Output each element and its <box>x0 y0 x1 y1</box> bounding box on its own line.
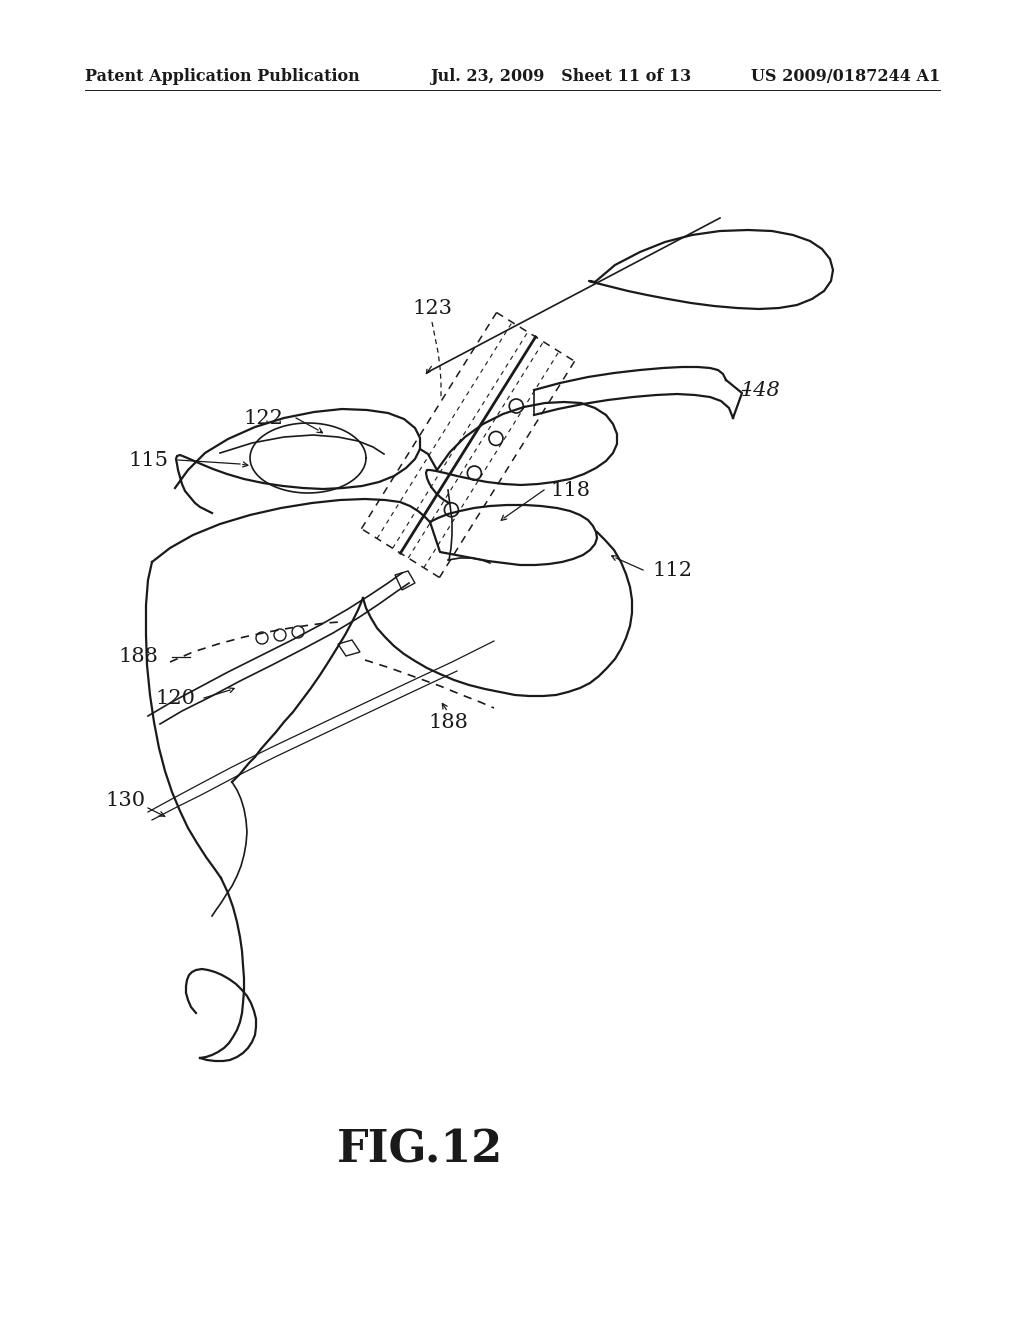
Text: 122: 122 <box>243 408 283 428</box>
Text: 130: 130 <box>105 791 146 809</box>
Text: 148: 148 <box>740 380 780 400</box>
Circle shape <box>274 630 286 642</box>
Circle shape <box>467 466 481 480</box>
Text: 115: 115 <box>128 450 168 470</box>
Text: FIG.12: FIG.12 <box>337 1129 503 1172</box>
Circle shape <box>509 399 523 413</box>
Circle shape <box>256 632 268 644</box>
Circle shape <box>489 432 503 445</box>
Text: Patent Application Publication: Patent Application Publication <box>85 69 359 84</box>
Text: 188: 188 <box>428 713 468 731</box>
Text: 188: 188 <box>118 648 158 667</box>
Text: 118: 118 <box>550 480 590 499</box>
Circle shape <box>444 503 459 517</box>
Text: Jul. 23, 2009   Sheet 11 of 13: Jul. 23, 2009 Sheet 11 of 13 <box>430 69 691 84</box>
Text: 120: 120 <box>155 689 195 708</box>
Text: US 2009/0187244 A1: US 2009/0187244 A1 <box>751 69 940 84</box>
Text: 123: 123 <box>412 298 452 318</box>
Polygon shape <box>338 640 360 656</box>
Polygon shape <box>395 572 415 590</box>
Circle shape <box>292 626 304 638</box>
Text: 112: 112 <box>652 561 692 579</box>
